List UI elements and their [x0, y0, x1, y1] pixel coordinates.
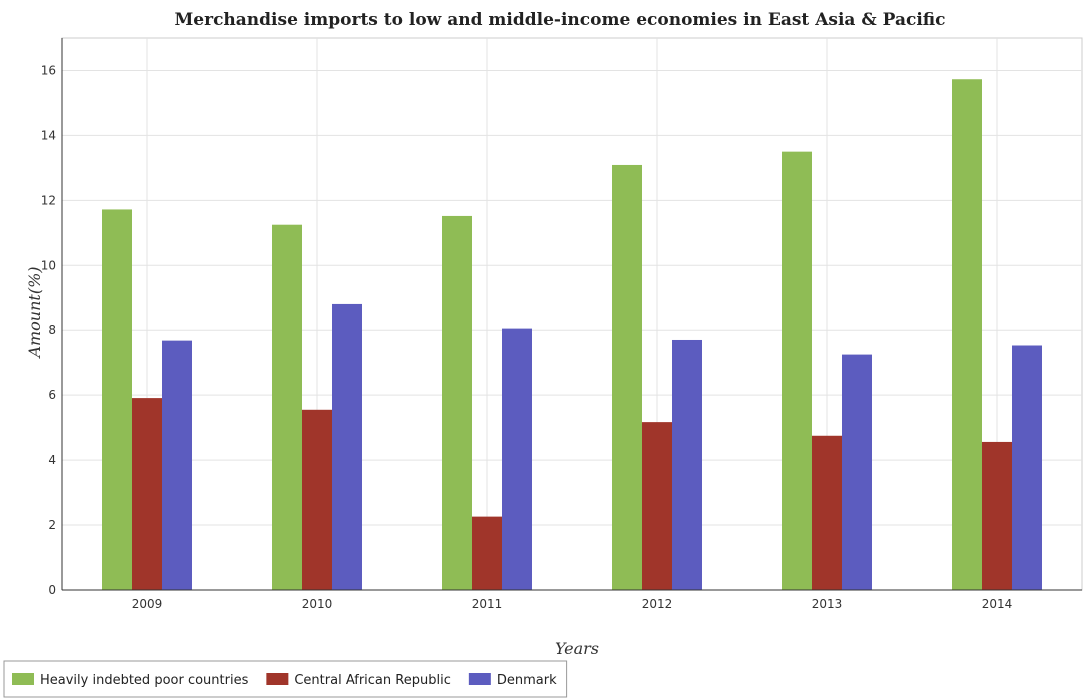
legend-swatch — [468, 673, 491, 685]
legend: Heavily indebted poor countries Central A… — [3, 660, 568, 698]
y-tick-label: 6 — [48, 388, 56, 402]
bar — [952, 79, 982, 591]
x-tick-label: 2012 — [642, 597, 673, 611]
x-tick-label: 2013 — [812, 597, 843, 611]
legend-label: Central African Republic — [294, 673, 450, 688]
bar — [332, 303, 362, 590]
x-tick-label: 2010 — [302, 597, 333, 611]
bar — [502, 328, 532, 590]
bar — [472, 516, 502, 590]
y-tick-label: 12 — [41, 193, 56, 207]
bar — [672, 339, 702, 590]
y-tick-label: 10 — [41, 258, 56, 272]
y-tick-label: 8 — [48, 323, 56, 337]
y-tick-label: 0 — [48, 583, 56, 597]
bar — [442, 215, 472, 590]
x-tick-label: 2014 — [982, 597, 1013, 611]
bar — [302, 409, 332, 590]
y-tick-label: 4 — [48, 453, 56, 467]
x-axis-label: Years — [555, 639, 599, 658]
legend-label: Heavily indebted poor countries — [40, 673, 249, 688]
legend-swatch — [12, 673, 34, 685]
bar — [612, 164, 642, 590]
chart-title: Merchandise imports to low and middle-in… — [174, 10, 945, 30]
x-tick-label: 2011 — [472, 597, 503, 611]
bar — [642, 422, 672, 590]
bar — [982, 441, 1012, 590]
y-tick-label: 2 — [48, 518, 56, 532]
y-tick-label: 16 — [41, 63, 56, 77]
bar — [842, 354, 872, 590]
legend-label: Denmark — [497, 673, 557, 688]
x-tick-label: 2009 — [132, 597, 163, 611]
bar — [162, 340, 192, 590]
bar — [102, 209, 132, 590]
bar — [812, 435, 842, 590]
plot-frame — [61, 37, 1083, 591]
bar — [1012, 345, 1042, 590]
y-tick-label: 14 — [41, 128, 56, 142]
bar — [782, 151, 812, 590]
bar — [132, 398, 162, 590]
plot-area: 0 2 4 6 8 10 12 14 16 2009 2010 2011 2012 2013 2014 — [41, 37, 1083, 611]
y-axis-label: Amount(%) — [25, 266, 44, 359]
legend-swatch — [266, 673, 289, 685]
bar — [272, 224, 302, 591]
